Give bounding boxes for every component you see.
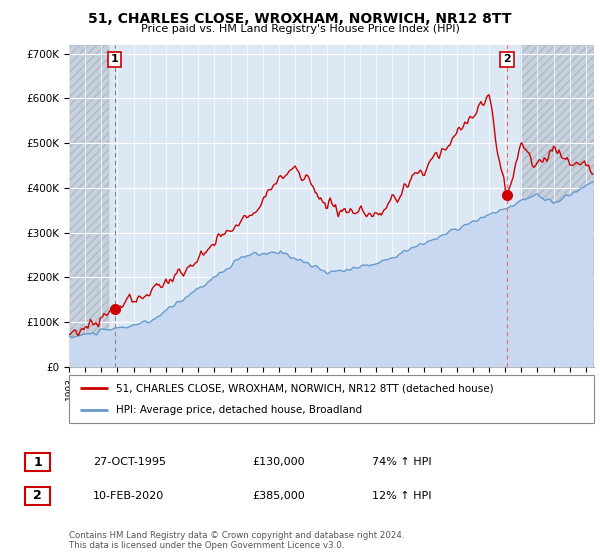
Text: 74% ↑ HPI: 74% ↑ HPI (372, 457, 431, 467)
FancyBboxPatch shape (25, 487, 50, 505)
Text: 51, CHARLES CLOSE, WROXHAM, NORWICH, NR12 8TT: 51, CHARLES CLOSE, WROXHAM, NORWICH, NR1… (88, 12, 512, 26)
FancyBboxPatch shape (69, 375, 594, 423)
FancyBboxPatch shape (25, 453, 50, 471)
Text: 1: 1 (33, 455, 42, 469)
Text: Price paid vs. HM Land Registry's House Price Index (HPI): Price paid vs. HM Land Registry's House … (140, 24, 460, 34)
Text: 10-FEB-2020: 10-FEB-2020 (93, 491, 164, 501)
Text: 51, CHARLES CLOSE, WROXHAM, NORWICH, NR12 8TT (detached house): 51, CHARLES CLOSE, WROXHAM, NORWICH, NR1… (116, 383, 494, 393)
Text: Contains HM Land Registry data © Crown copyright and database right 2024.
This d: Contains HM Land Registry data © Crown c… (69, 531, 404, 550)
Text: 2: 2 (33, 489, 42, 502)
Bar (69, 45, 109, 367)
Text: £385,000: £385,000 (252, 491, 305, 501)
Bar (521, 45, 594, 367)
Text: 12% ↑ HPI: 12% ↑ HPI (372, 491, 431, 501)
Text: HPI: Average price, detached house, Broadland: HPI: Average price, detached house, Broa… (116, 405, 362, 415)
Text: 27-OCT-1995: 27-OCT-1995 (93, 457, 166, 467)
Text: £130,000: £130,000 (252, 457, 305, 467)
Text: 2: 2 (503, 54, 511, 64)
Text: 1: 1 (111, 54, 119, 64)
